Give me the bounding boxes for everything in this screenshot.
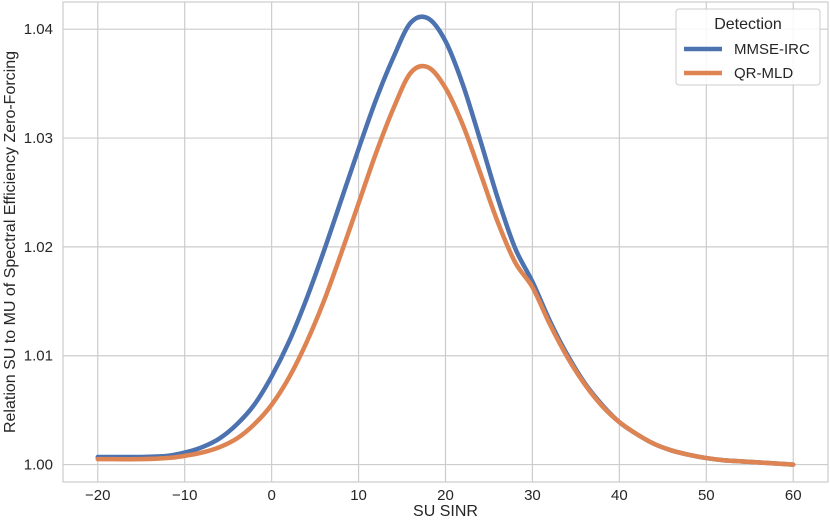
x-tick-label: 30 (524, 487, 541, 504)
x-tick-label: 10 (350, 487, 367, 504)
legend: Detection MMSE-IRC QR-MLD (675, 8, 821, 86)
y-tick-labels: 1.00 1.01 1.02 1.03 1.04 (24, 21, 53, 473)
x-tick-label: 20 (437, 487, 454, 504)
y-tick-label: 1.03 (24, 130, 53, 147)
legend-label-mmse-irc: MMSE-IRC (734, 41, 810, 58)
x-axis-label: SU SINR (413, 503, 478, 520)
series-layer (95, 14, 796, 467)
legend-title: Detection (714, 16, 782, 33)
y-axis-label: Relation SU to MU of Spectral Efficiency… (2, 51, 19, 433)
x-tick-label: 60 (785, 487, 802, 504)
x-tick-label: −20 (85, 487, 110, 504)
x-tick-label: 0 (267, 487, 275, 504)
x-tick-label: −10 (172, 487, 197, 504)
x-tick-label: 40 (611, 487, 628, 504)
series-line-qr-mld (95, 63, 796, 467)
plot-frame (62, 1, 829, 483)
y-tick-label: 1.04 (24, 21, 53, 38)
y-tick-label: 1.00 (24, 457, 53, 474)
y-tick-label: 1.01 (24, 348, 53, 365)
y-tick-label: 1.02 (24, 239, 53, 256)
x-tick-labels: −20 −10 0 10 20 30 40 50 60 (85, 487, 802, 504)
legend-label-qr-mld: QR-MLD (734, 65, 793, 82)
legend-box (675, 8, 821, 86)
x-tick-label: 50 (698, 487, 715, 504)
